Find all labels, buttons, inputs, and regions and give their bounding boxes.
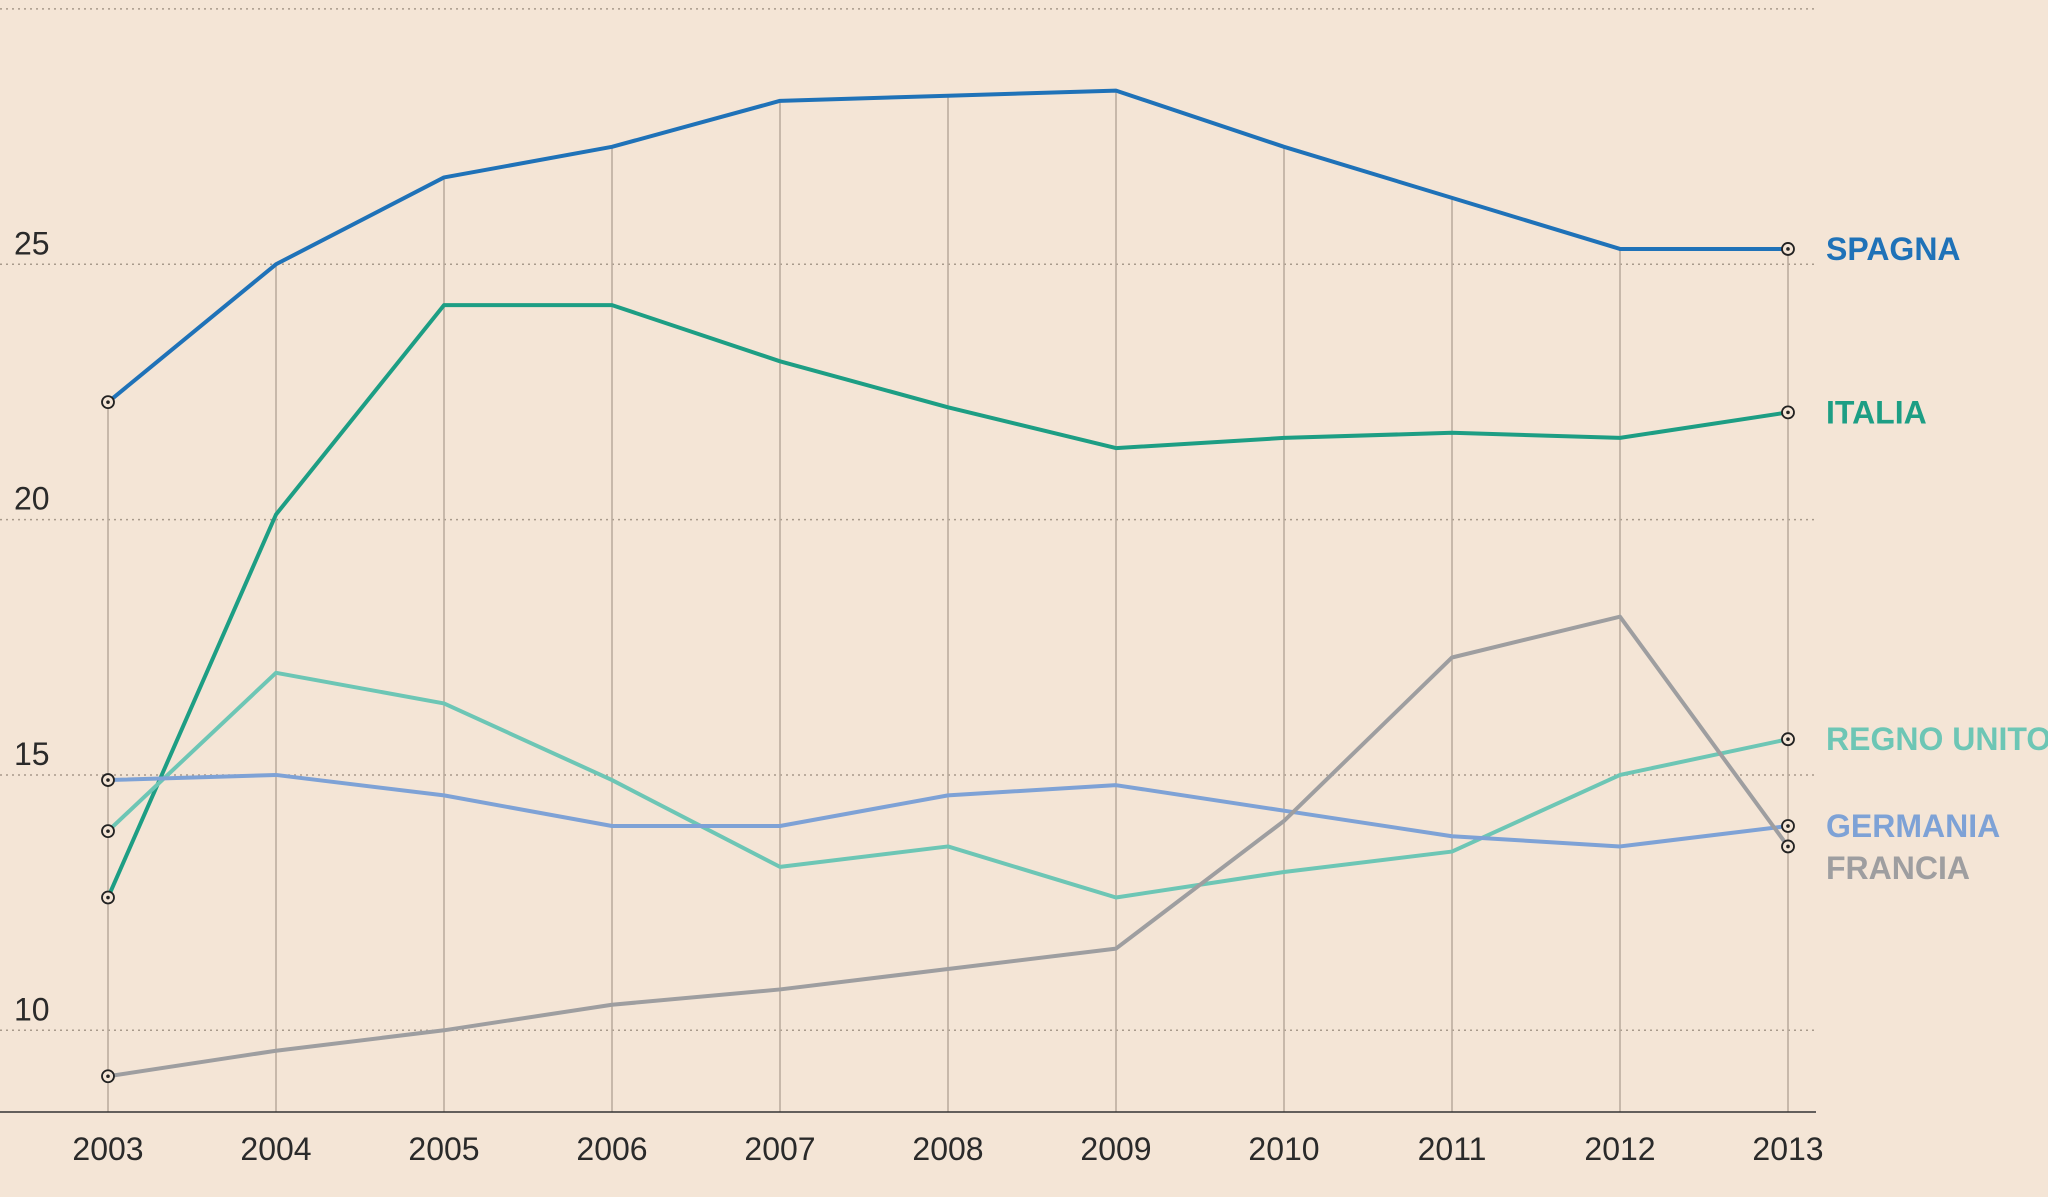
series-layer <box>106 88 1790 1079</box>
endpoint-dot-regno-unito <box>1786 737 1790 742</box>
x-tick-labels: 2003 2004 2005 2006 2007 2008 2009 2010 2011 2012… <box>72 1131 1823 1167</box>
series-label-italia: ITALIA <box>1826 394 1927 430</box>
endpoint-dot-italia <box>1786 410 1790 415</box>
series-line-italia <box>106 303 1790 900</box>
x-tick-label: 2004 <box>240 1131 311 1167</box>
y-tick-label: 10 <box>14 991 50 1027</box>
series-line-regno-unito <box>106 670 1790 900</box>
x-tick-label: 2003 <box>72 1131 143 1167</box>
endpoint-dot-germania <box>106 778 110 782</box>
series-line-spagna <box>106 88 1790 405</box>
x-tick-label: 2009 <box>1080 1131 1151 1167</box>
x-tick-label: 2005 <box>408 1131 479 1167</box>
y-tick-label: 20 <box>14 481 50 517</box>
x-tick-label: 2012 <box>1584 1131 1655 1167</box>
x-tick-label: 2013 <box>1752 1131 1823 1167</box>
endpoint-dot-germania <box>1786 824 1790 828</box>
endpoint-dot-regno-unito <box>106 829 110 833</box>
series-label-regno-unito: REGNO UNITO <box>1826 721 2048 757</box>
grid-layer <box>0 8 1816 1032</box>
y-tick-label: 25 <box>14 225 50 261</box>
series-labels: SPAGNA ITALIA REGNO UNITO GERMANIA FRANCIA <box>1826 231 2048 886</box>
series-label-spagna: SPAGNA <box>1826 231 1961 267</box>
endpoint-dot-spagna <box>106 400 110 404</box>
x-tick-label: 2008 <box>912 1131 983 1167</box>
endpoint-dot-francia <box>106 1074 110 1079</box>
y-tick-labels: 10 15 20 25 <box>14 225 50 1027</box>
series-line-francia <box>106 614 1790 1079</box>
endpoint-dot-francia <box>1786 844 1790 849</box>
vertical-gridlines <box>107 90 1789 1112</box>
x-tick-label: 2011 <box>1418 1131 1487 1167</box>
endpoint-markers <box>101 242 1795 1084</box>
series-label-germania: GERMANIA <box>1826 808 2000 844</box>
x-tick-label: 2007 <box>744 1131 815 1167</box>
endpoint-dot-italia <box>106 895 110 900</box>
series-label-francia: FRANCIA <box>1826 850 1970 886</box>
endpoint-dot-spagna <box>1786 247 1790 251</box>
y-tick-label: 15 <box>14 736 50 772</box>
x-tick-label: 2006 <box>576 1131 647 1167</box>
x-tick-label: 2010 <box>1248 1131 1319 1167</box>
series-line-germania <box>106 772 1790 849</box>
